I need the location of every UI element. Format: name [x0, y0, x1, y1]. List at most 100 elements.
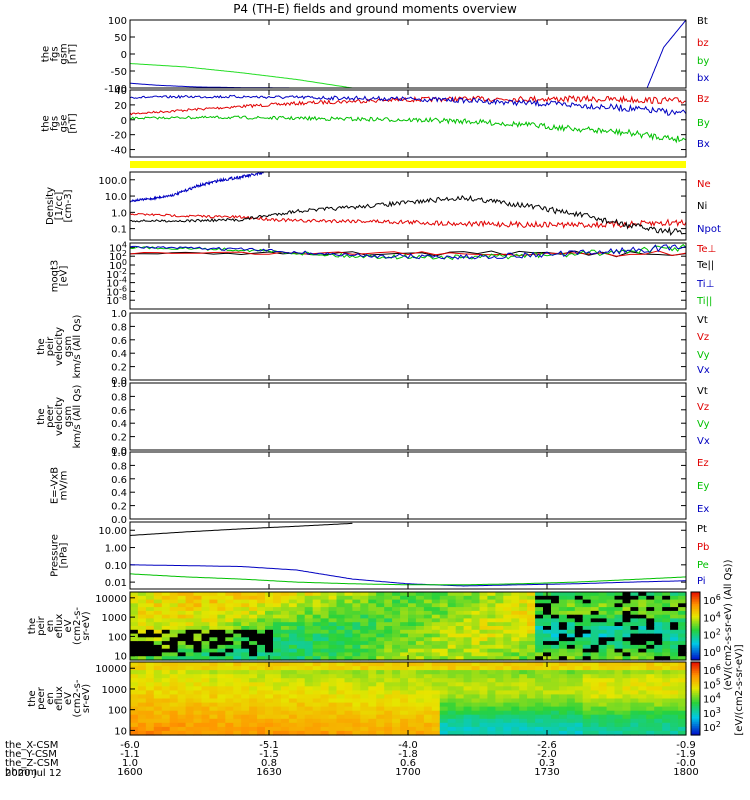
heatmap-cell [558, 706, 568, 712]
heatmap-cell [193, 599, 202, 604]
heatmap-cell [145, 641, 155, 646]
series-Bz [129, 94, 686, 116]
heatmap-cell [344, 714, 353, 720]
heatmap-cell [265, 626, 274, 631]
heatmap-cell [574, 629, 584, 635]
heatmap-cell [233, 674, 242, 679]
colorbar-segment [691, 694, 700, 698]
heatmap-cell [622, 686, 631, 691]
heatmap-cell [392, 674, 401, 679]
heatmap-cell [384, 607, 393, 612]
heatmap-cell [535, 656, 544, 661]
heatmap-cell [423, 656, 433, 661]
heatmap-cell [201, 670, 210, 675]
heatmap-cell [312, 706, 322, 712]
heatmap-cell [606, 662, 616, 667]
heatmap-cell [368, 610, 377, 616]
heatmap-cell [622, 629, 631, 635]
heatmap-cell [503, 662, 512, 667]
heatmap-cell [646, 603, 655, 608]
heatmap-cell [352, 698, 361, 704]
heatmap-cell [273, 618, 282, 623]
heatmap-cell [130, 652, 139, 657]
heatmap-cell [312, 622, 322, 627]
heatmap-cell [447, 718, 457, 724]
y-axis-label: moqt3 [50, 260, 61, 293]
heatmap-cell [455, 599, 465, 604]
heatmap-cell [551, 666, 560, 671]
heatmap-cell [678, 706, 687, 712]
heatmap-cell [249, 722, 258, 728]
heatmap-cell [566, 706, 576, 712]
heatmap-cell [463, 670, 473, 675]
heatmap-cell [130, 629, 139, 635]
heatmap-cell [471, 714, 480, 720]
heatmap-cell [654, 603, 663, 608]
heatmap-cell [431, 682, 441, 687]
heatmap-cell [217, 686, 226, 691]
footer-value: 0.8 [261, 758, 277, 769]
heatmap-cell [431, 706, 441, 712]
heatmap-cell [169, 644, 179, 650]
heatmap-cell [519, 614, 528, 620]
heatmap-cell [662, 722, 671, 728]
heatmap-cell [312, 670, 322, 675]
series-Ti⊥ [129, 244, 687, 260]
heatmap-cell [233, 633, 242, 638]
heatmap-cell [606, 637, 616, 642]
chart-title: P4 (TH-E) fields and ground moments over… [233, 2, 517, 16]
heatmap-cell [670, 603, 679, 608]
heatmap-cell [415, 714, 425, 720]
heatmap-cell [296, 618, 306, 623]
heatmap-cell [288, 633, 298, 638]
heatmap-cell [495, 633, 504, 638]
heatmap-cell [368, 644, 377, 650]
heatmap-cell [177, 706, 187, 712]
heatmap-cell [153, 641, 163, 646]
heatmap-cell [384, 641, 393, 646]
heatmap-cell [503, 722, 512, 728]
heatmap-cell [582, 652, 592, 657]
heatmap-cell [551, 698, 560, 704]
colorbar-segment [691, 653, 700, 656]
heatmap-cell [551, 644, 560, 650]
heatmap-cell [574, 666, 584, 671]
heatmap-cell [328, 662, 338, 667]
heatmap-cell [415, 656, 425, 661]
heatmap-cell [265, 607, 274, 612]
heatmap-cell [320, 633, 330, 638]
heatmap-cell [328, 674, 338, 679]
heatmap-cell [590, 666, 600, 671]
heatmap-cell [368, 656, 377, 661]
heatmap-cell [566, 702, 576, 708]
series-By [129, 115, 687, 144]
heatmap-cell [225, 730, 234, 736]
heatmap-cell [185, 698, 195, 704]
heatmap-cell [463, 722, 473, 728]
heatmap-cell [288, 614, 298, 620]
heatmap-cell [280, 706, 290, 712]
colorbar-segment [691, 673, 700, 676]
heatmap-cell [630, 629, 639, 635]
heatmap-cell [193, 710, 202, 716]
heatmap-cell [447, 726, 457, 732]
heatmap-cell [320, 714, 330, 720]
heatmap-cell [304, 666, 314, 671]
heatmap-cell [670, 629, 679, 635]
heatmap-cell [598, 678, 608, 683]
heatmap-cell [265, 694, 274, 700]
heatmap-cell [439, 682, 449, 687]
heatmap-cell [511, 618, 520, 623]
heatmap-cell [280, 698, 290, 704]
legend-Ne: Ne [697, 179, 711, 190]
heatmap-cell [463, 698, 473, 704]
heatmap-cell [344, 595, 353, 601]
heatmap-cell [193, 714, 202, 720]
heatmap-cell [543, 674, 552, 679]
heatmap-cell [558, 666, 568, 671]
heatmap-cell [535, 694, 544, 700]
heatmap-cell [185, 592, 195, 597]
heatmap-cell [233, 607, 242, 612]
date-label: 2020 Jul 12 [5, 768, 62, 779]
heatmap-cell [558, 592, 568, 597]
